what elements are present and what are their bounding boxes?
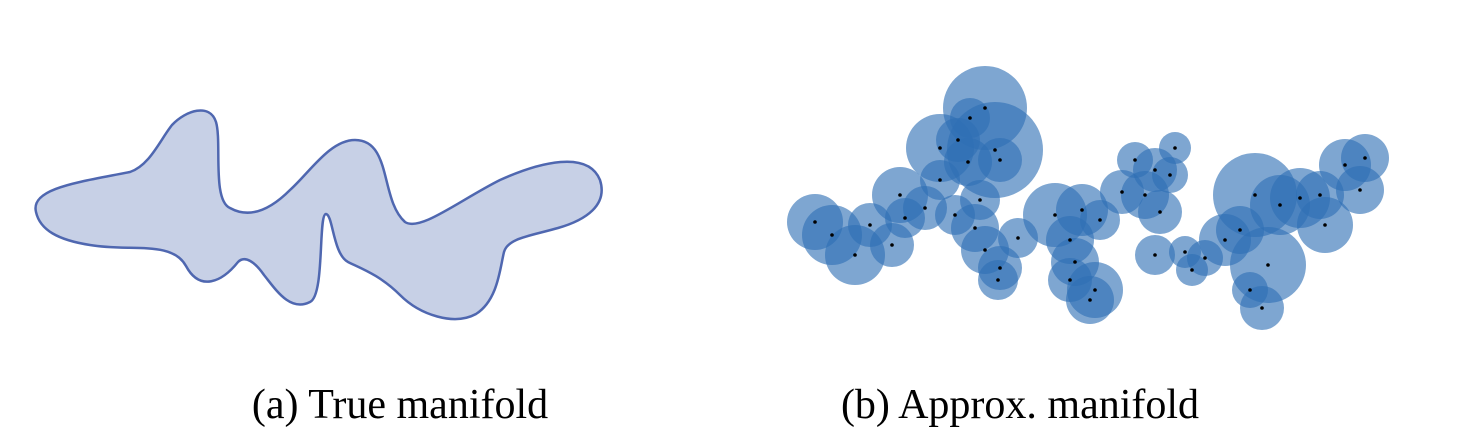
ball-center-21 [996,278,1000,282]
ball-center-20 [998,266,1002,270]
ball-center-10 [830,233,834,237]
ball-center-16 [953,213,957,217]
ball-center-42 [1223,238,1227,242]
ball-center-3 [968,116,972,120]
ball-center-50 [1323,223,1327,227]
ball-center-33 [1153,168,1157,172]
ball-center-26 [1068,238,1072,242]
ball-center-39 [1183,250,1187,254]
centers-layer [813,106,1367,310]
ball-center-6 [966,160,970,164]
ball-center-15 [923,206,927,210]
true-manifold-shape [34,109,603,321]
ball-center-38 [1153,253,1157,257]
ball-center-5 [998,158,1002,162]
ball-center-34 [1173,146,1177,150]
ball-center-19 [983,248,987,252]
ball-center-24 [1080,208,1084,212]
ball-center-1 [993,148,997,152]
ball-center-54 [1358,188,1362,192]
ball-center-43 [1238,228,1242,232]
ball-center-12 [890,243,894,247]
ball-center-47 [1253,193,1257,197]
panel-true-manifold: (a) True manifold [34,109,603,428]
ball-center-49 [1298,196,1302,200]
ball-center-13 [868,223,872,227]
ball-center-37 [1133,158,1137,162]
ball-center-28 [1068,278,1072,282]
ball-center-27 [1073,260,1077,264]
ball-center-32 [1143,193,1147,197]
ball-center-14 [903,216,907,220]
ball-center-11 [853,253,857,257]
ball-center-52 [1343,163,1347,167]
ball-center-0 [983,106,987,110]
ball-center-29 [1093,288,1097,292]
ball-center-17 [978,198,982,202]
ball-center-8 [938,178,942,182]
caption-a: (a) True manifold [252,382,548,428]
caption-b: (b) Approx. manifold [841,382,1199,428]
ball-center-45 [1260,306,1264,310]
ball-center-22 [1016,236,1020,240]
ball-center-36 [1158,210,1162,214]
ball-center-51 [1318,193,1322,197]
ball-center-53 [1363,156,1367,160]
ball-center-31 [1120,190,1124,194]
ball-center-30 [1088,298,1092,302]
ball-center-35 [1168,173,1172,177]
ball-center-48 [1278,203,1282,207]
panel-approx-manifold: (b) Approx. manifold [787,66,1389,428]
ball-center-23 [1053,213,1057,217]
ball-center-9 [813,220,817,224]
ball-center-25 [1098,218,1102,222]
ball-center-4 [956,138,960,142]
ball-center-18 [973,226,977,230]
ball-center-44 [1248,288,1252,292]
ball-center-7 [898,193,902,197]
ball-center-40 [1190,268,1194,272]
ball-center-41 [1203,256,1207,260]
ball-center-46 [1266,263,1270,267]
ball-center-2 [938,146,942,150]
